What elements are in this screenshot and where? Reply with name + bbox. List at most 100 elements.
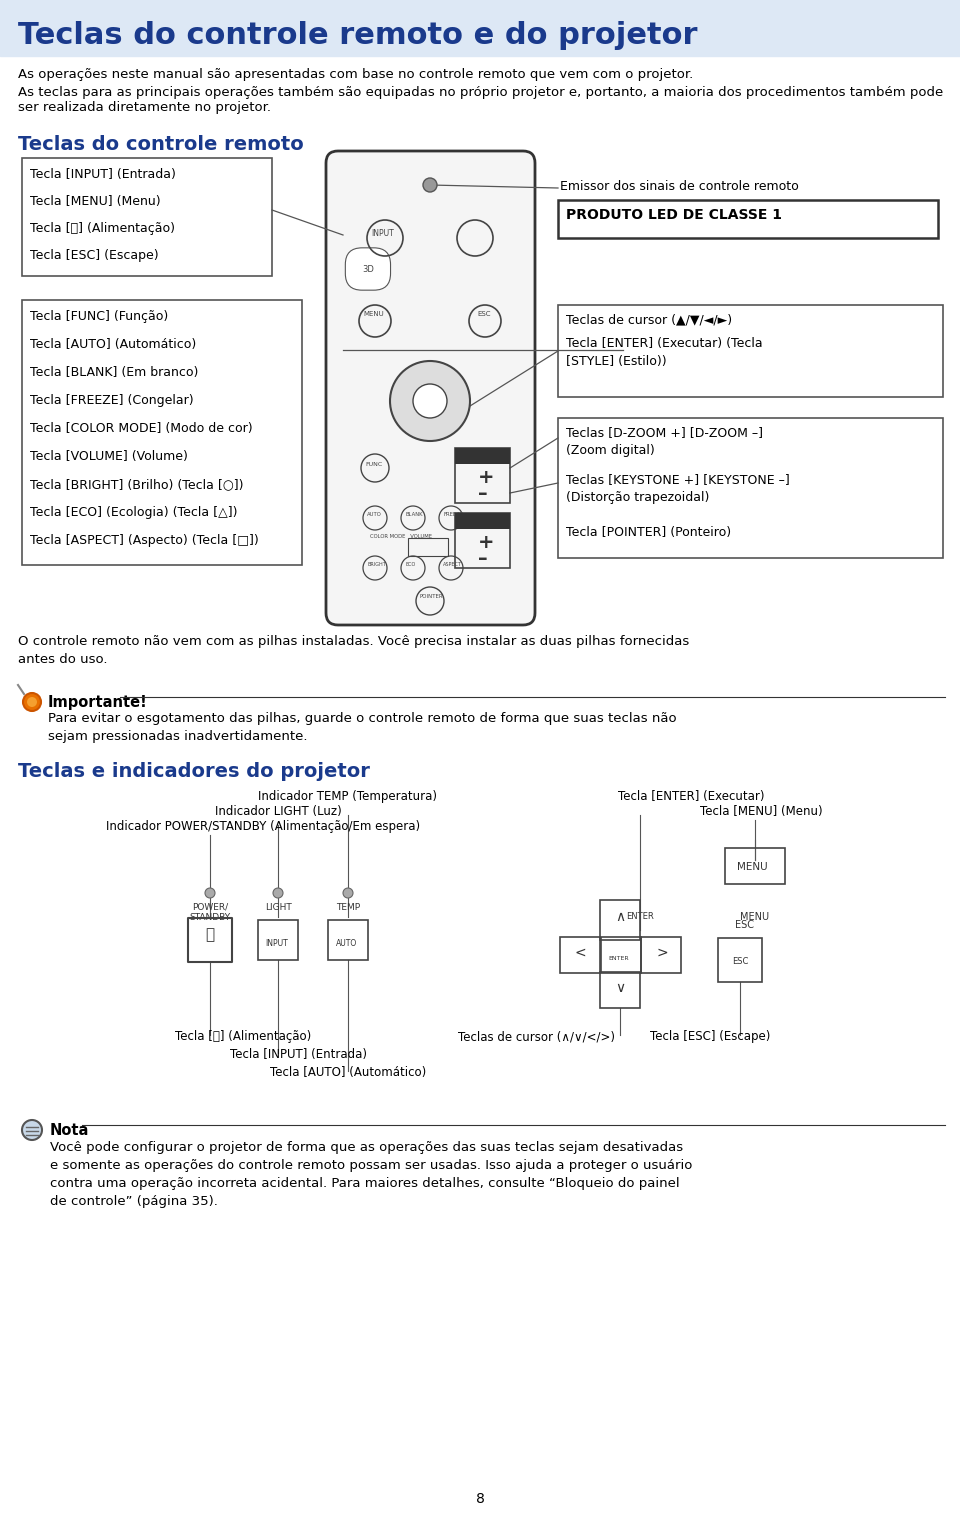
Text: TEMP: TEMP xyxy=(336,902,360,911)
Text: ENTER: ENTER xyxy=(422,397,443,401)
Text: MENU: MENU xyxy=(737,861,768,872)
Text: Tecla [ASPECT] (Aspecto) (Tecla [□]): Tecla [ASPECT] (Aspecto) (Tecla [□]) xyxy=(30,534,259,547)
Bar xyxy=(455,448,510,503)
Text: 3D: 3D xyxy=(362,265,373,274)
Text: D-ZOOM: D-ZOOM xyxy=(458,450,485,456)
Text: AUTO: AUTO xyxy=(367,512,382,516)
Text: <: < xyxy=(575,946,587,960)
Bar xyxy=(455,513,510,528)
Bar xyxy=(601,937,641,974)
Text: Tecla [⏻] (Alimentação): Tecla [⏻] (Alimentação) xyxy=(30,223,175,235)
Bar xyxy=(328,921,368,960)
Text: ESC: ESC xyxy=(732,957,749,966)
Text: INPUT: INPUT xyxy=(371,229,394,238)
Circle shape xyxy=(273,889,283,898)
Circle shape xyxy=(423,179,437,192)
Text: STYLE: STYLE xyxy=(422,421,439,427)
Bar xyxy=(188,917,232,961)
Text: ⏻: ⏻ xyxy=(205,928,214,943)
Text: Tecla [MENU] (Menu): Tecla [MENU] (Menu) xyxy=(30,195,160,207)
Text: ENTER: ENTER xyxy=(608,955,629,960)
Text: de controle” (página 35).: de controle” (página 35). xyxy=(50,1195,218,1208)
Text: O controle remoto não vem com as pilhas instaladas. Você precisa instalar as dua: O controle remoto não vem com as pilhas … xyxy=(18,634,689,648)
Text: Tecla [AUTO] (Automático): Tecla [AUTO] (Automático) xyxy=(270,1066,426,1079)
Text: –: – xyxy=(478,484,488,503)
Circle shape xyxy=(343,889,353,898)
Text: +: + xyxy=(478,533,494,553)
Text: ASPECT: ASPECT xyxy=(443,562,462,566)
Text: ESC: ESC xyxy=(477,310,491,316)
Bar xyxy=(600,899,640,940)
Text: Tecla [POINTER] (Ponteiro): Tecla [POINTER] (Ponteiro) xyxy=(566,525,732,539)
Text: INPUT: INPUT xyxy=(265,939,288,948)
Text: Emissor dos sinais de controle remoto: Emissor dos sinais de controle remoto xyxy=(560,180,799,192)
Text: Tecla [ENTER] (Executar): Tecla [ENTER] (Executar) xyxy=(618,790,764,802)
Text: MENU: MENU xyxy=(363,310,384,316)
Text: >: > xyxy=(656,946,667,960)
Bar xyxy=(560,937,600,974)
Text: BRIGHT: BRIGHT xyxy=(367,562,386,566)
Text: ∧: ∧ xyxy=(615,910,625,924)
Text: Tecla [FUNC] (Função): Tecla [FUNC] (Função) xyxy=(30,310,168,322)
Text: Para evitar o esgotamento das pilhas, guarde o controle remoto de forma que suas: Para evitar o esgotamento das pilhas, gu… xyxy=(48,712,677,725)
Text: As operações neste manual são apresentadas com base no controle remoto que vem c: As operações neste manual são apresentad… xyxy=(18,68,693,82)
Text: Tecla [ESC] (Escape): Tecla [ESC] (Escape) xyxy=(30,248,158,262)
Circle shape xyxy=(390,360,470,441)
Text: BLANK: BLANK xyxy=(405,512,422,516)
Text: LIGHT: LIGHT xyxy=(265,902,292,911)
Text: [STYLE] (Estilo)): [STYLE] (Estilo)) xyxy=(566,354,666,368)
Text: 8: 8 xyxy=(475,1491,485,1506)
FancyBboxPatch shape xyxy=(326,151,535,625)
Text: Tecla [ESC] (Escape): Tecla [ESC] (Escape) xyxy=(650,1030,770,1043)
Bar xyxy=(718,939,762,983)
Circle shape xyxy=(205,889,215,898)
Text: Tecla [INPUT] (Entrada): Tecla [INPUT] (Entrada) xyxy=(230,1048,367,1061)
Text: Teclas do controle remoto e do projetor: Teclas do controle remoto e do projetor xyxy=(18,21,698,50)
Bar xyxy=(725,848,785,884)
Bar xyxy=(22,300,302,565)
Text: sejam pressionadas inadvertidamente.: sejam pressionadas inadvertidamente. xyxy=(48,730,307,743)
Bar xyxy=(641,937,681,974)
Text: Teclas [D-ZOOM +] [D-ZOOM –]: Teclas [D-ZOOM +] [D-ZOOM –] xyxy=(566,425,763,439)
Text: ∨: ∨ xyxy=(615,981,625,995)
Text: Tecla [BLANK] (Em branco): Tecla [BLANK] (Em branco) xyxy=(30,366,199,378)
Text: MENU: MENU xyxy=(740,911,770,922)
Text: ▲: ▲ xyxy=(425,362,433,372)
Text: Importante!: Importante! xyxy=(48,695,148,710)
Text: Tecla [FREEZE] (Congelar): Tecla [FREEZE] (Congelar) xyxy=(30,394,194,407)
Text: AUTO: AUTO xyxy=(336,939,357,948)
Text: Indicador LIGHT (Luz): Indicador LIGHT (Luz) xyxy=(215,805,342,818)
Text: Tecla [COLOR MODE] (Modo de cor): Tecla [COLOR MODE] (Modo de cor) xyxy=(30,422,252,435)
Text: Tecla [INPUT] (Entrada): Tecla [INPUT] (Entrada) xyxy=(30,168,176,182)
Text: (Zoom digital): (Zoom digital) xyxy=(566,444,655,457)
Text: Tecla [MENU] (Menu): Tecla [MENU] (Menu) xyxy=(700,805,823,818)
Bar xyxy=(455,513,510,568)
Text: antes do uso.: antes do uso. xyxy=(18,653,108,666)
Text: Nota: Nota xyxy=(50,1123,89,1139)
Bar xyxy=(0,0,960,56)
Text: As teclas para as principais operações também são equipadas no próprio projetor : As teclas para as principais operações t… xyxy=(18,86,944,114)
Text: FUNC: FUNC xyxy=(365,462,382,466)
Bar xyxy=(408,537,448,556)
Text: POWER/
STANDBY: POWER/ STANDBY xyxy=(189,902,230,922)
Circle shape xyxy=(27,696,37,707)
Text: Teclas de cursor (▲/▼/◄/►): Teclas de cursor (▲/▼/◄/►) xyxy=(566,313,732,326)
Text: Tecla [BRIGHT] (Brilho) (Tecla [○]): Tecla [BRIGHT] (Brilho) (Tecla [○]) xyxy=(30,478,244,491)
Circle shape xyxy=(22,1120,42,1140)
Text: Indicador POWER/STANDBY (Alimentação/Em espera): Indicador POWER/STANDBY (Alimentação/Em … xyxy=(106,821,420,833)
Text: 3D L/R: 3D L/R xyxy=(421,377,439,382)
Text: (Distorção trapezoidal): (Distorção trapezoidal) xyxy=(566,491,709,504)
Text: Teclas de cursor (∧/∨/</>): Teclas de cursor (∧/∨/</>) xyxy=(458,1030,615,1043)
Text: contra uma operação incorreta acidental. Para maiores detalhes, consulte “Bloque: contra uma operação incorreta acidental.… xyxy=(50,1176,680,1190)
Text: Teclas e indicadores do projetor: Teclas e indicadores do projetor xyxy=(18,762,370,781)
Text: ►: ► xyxy=(460,397,468,406)
Text: Tecla [VOLUME] (Volume): Tecla [VOLUME] (Volume) xyxy=(30,450,188,463)
Bar xyxy=(558,304,943,397)
Text: –: – xyxy=(478,550,488,568)
Text: COLOR MODE   VOLUME: COLOR MODE VOLUME xyxy=(370,533,432,539)
Text: KEYSTONE: KEYSTONE xyxy=(457,515,485,519)
Text: Tecla [ECO] (Ecologia) (Tecla [△]): Tecla [ECO] (Ecologia) (Tecla [△]) xyxy=(30,506,237,519)
Text: Você pode configurar o projetor de forma que as operações das suas teclas sejam : Você pode configurar o projetor de forma… xyxy=(50,1142,684,1154)
Text: Tecla [ENTER] (Executar) (Tecla: Tecla [ENTER] (Executar) (Tecla xyxy=(566,338,762,350)
Text: Tecla [⏻] (Alimentação): Tecla [⏻] (Alimentação) xyxy=(175,1030,311,1043)
